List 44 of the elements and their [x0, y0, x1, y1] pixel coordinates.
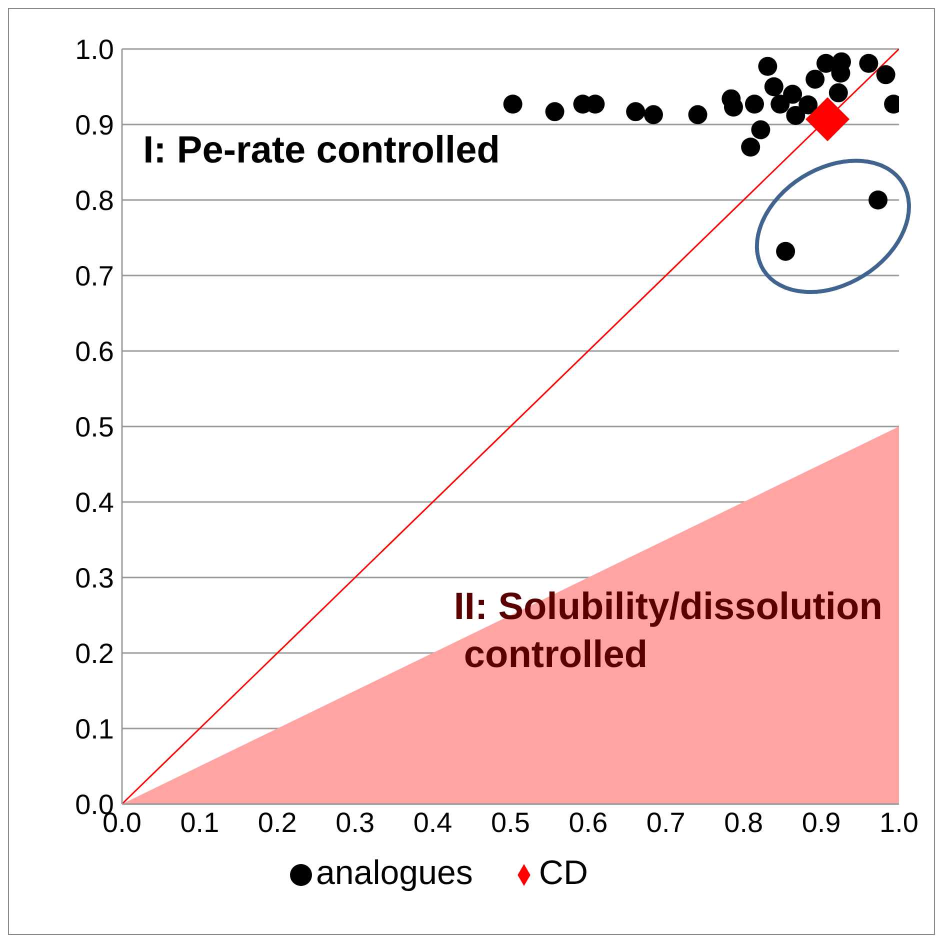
point: [741, 138, 760, 157]
x-tick-label: 0.2: [258, 806, 297, 838]
point: [770, 94, 790, 114]
point: [786, 106, 806, 125]
y-tick-label: 0.1: [75, 713, 114, 744]
point: [545, 102, 564, 122]
x-tick-label: 1.0: [880, 806, 918, 838]
x-tick-label: 0.9: [802, 806, 841, 838]
x-tick-label: 0.6: [568, 806, 608, 838]
x-tick-label: 0.5: [491, 806, 530, 838]
x-tick-label: 0.3: [336, 806, 375, 838]
point: [776, 242, 796, 261]
x-tick-label: 0.1: [180, 806, 220, 838]
y-tick-label: 0.6: [75, 336, 114, 367]
x-tick-label: 0.8: [724, 806, 764, 838]
annotation: I: Pe-rate controlled: [143, 129, 500, 172]
point: [626, 102, 646, 122]
point: [806, 70, 825, 89]
y-tick-label: 0.8: [75, 184, 114, 216]
x-tick-label: 0.4: [413, 806, 452, 838]
point: [751, 120, 770, 140]
point: [764, 77, 784, 96]
point: [644, 105, 663, 124]
point: [806, 97, 850, 142]
point: [876, 65, 896, 84]
x-tick-label: 0.7: [646, 806, 686, 838]
point: [503, 94, 522, 114]
point: [688, 105, 708, 124]
y-tick-label: 0.3: [75, 562, 114, 594]
point: [859, 54, 878, 73]
point: [758, 56, 778, 76]
legend-label: analogues: [316, 854, 473, 892]
point: [783, 84, 802, 104]
y-tick-label: 0.9: [75, 109, 114, 140]
legend-label: CD: [538, 854, 588, 892]
y-tick-label: 0.7: [75, 260, 114, 292]
point: [798, 95, 818, 114]
point: [744, 94, 764, 114]
y-tick-label: 0.4: [75, 486, 114, 518]
point: [868, 190, 888, 210]
point: [828, 83, 848, 102]
y-tick-label: 0.5: [75, 411, 114, 442]
y-tick-label: 0.2: [75, 638, 114, 669]
y-tick-label: 1.0: [75, 34, 114, 65]
